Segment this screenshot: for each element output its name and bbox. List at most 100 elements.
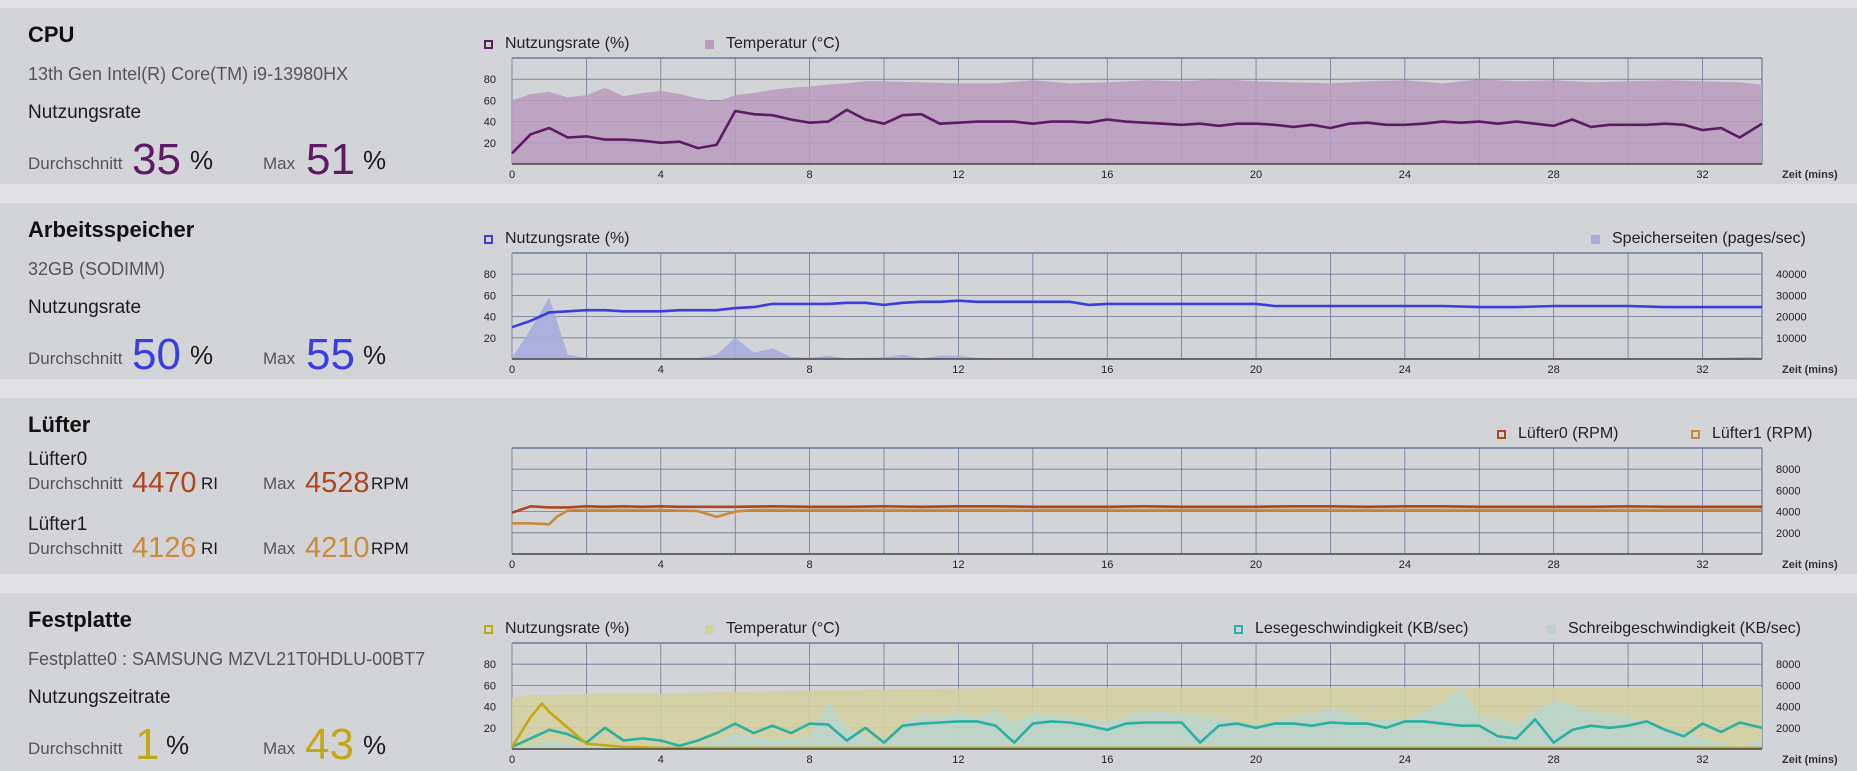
disk-model: Festplatte0 : SAMSUNG MZVL21T0HDLU-00BT7 (28, 649, 426, 669)
fan-xtick-label: 32 (1696, 559, 1708, 571)
cpu-ytick-left-label: 60 (484, 95, 496, 107)
cpu-legend-temp[interactable]: Temperatur (°C) (705, 34, 840, 54)
fan0-max-unit: RPM (371, 474, 409, 493)
cpu-model: 13th Gen Intel(R) Core(TM) i9-13980HX (28, 64, 349, 84)
memory-xtick-label: 8 (807, 364, 813, 376)
memory-legend-pages-label: Speicherseiten (pages/sec) (1612, 230, 1806, 247)
fan-xtick-label: 28 (1548, 559, 1560, 571)
disk-ytick-right-label: 6000 (1776, 680, 1800, 692)
cpu-avg-value: 35 (132, 135, 181, 184)
cpu-xtick-label: 0 (509, 169, 515, 181)
disk-xtick-label: 4 (658, 754, 664, 766)
memory-legend-usage-label: Nutzungsrate (%) (505, 230, 630, 247)
cpu-metric-label: Nutzungsrate (28, 102, 142, 123)
disk-chart: 0 4 8 12 16 20 24 28 32 Zeit (mins) 20 40 60 80 2000 40… (484, 642, 1838, 766)
memory-xtick-label: 4 (658, 364, 664, 376)
memory-legend-pages[interactable]: Speicherseiten (pages/sec) (1591, 229, 1806, 249)
cpu-series-1-line (511, 108, 1763, 155)
disk-metric-label: Nutzungszeitrate (28, 687, 171, 708)
disk-ytick-left-label: 40 (484, 702, 496, 714)
fan0-avg-label: Durchschnitt (28, 474, 123, 493)
disk-legend-usage-swatch (484, 624, 493, 634)
cpu-title: CPU (28, 22, 75, 47)
fan-legend-fan0[interactable]: Lüfter0 (RPM) (1497, 424, 1618, 444)
fan1-max-label: Max (263, 539, 296, 558)
fan-info: Lüfter Lüfter0 Durchschnitt 4470 RI Max … (28, 398, 468, 574)
disk-legend-write-swatch (1547, 624, 1556, 634)
fan-xtick-label: 12 (952, 559, 964, 571)
memory-panel: Arbeitsspeicher 32GB (SODIMM) Nutzungsra… (0, 203, 1857, 379)
fan-xtick-label: 20 (1250, 559, 1262, 571)
memory-max-value: 55 (306, 330, 355, 379)
cpu-legend-usage[interactable]: Nutzungsrate (%) (484, 34, 630, 54)
memory-avg-unit: % (190, 340, 214, 370)
disk-stats: Durchschnitt 1 % Max 43 % (28, 719, 468, 769)
cpu-xtick-label: 16 (1101, 169, 1113, 181)
memory-series-1-line (511, 299, 1762, 329)
fan-legend-fan1[interactable]: Lüfter1 (RPM) (1691, 424, 1812, 444)
disk-legend-read-label: Lesegeschwindigkeit (KB/sec) (1255, 620, 1469, 637)
fan-ytick-right-label: 4000 (1776, 507, 1800, 519)
memory-ytick-right-label: 10000 (1776, 333, 1807, 345)
memory-avg-value: 50 (132, 330, 181, 379)
fan1-name: Lüfter1 (28, 514, 88, 535)
fan-ytick-right-label: 2000 (1776, 528, 1800, 540)
memory-xtick-label: 12 (952, 364, 964, 376)
disk-ytick-left-label: 60 (484, 680, 496, 692)
memory-xtick-label: 16 (1101, 364, 1113, 376)
memory-legend-pages-swatch (1591, 234, 1600, 244)
disk-xtick-label: 0 (509, 754, 515, 766)
cpu-avg-unit: % (190, 145, 214, 175)
fan-series-0-line (512, 508, 1762, 526)
fan1-max-value: 4210 (305, 532, 370, 564)
disk-legend-read[interactable]: Lesegeschwindigkeit (KB/sec) (1234, 619, 1468, 639)
cpu-ytick-left-label: 80 (484, 74, 496, 86)
fan-legend-fan0-swatch (1497, 429, 1506, 439)
fan-xtick-label: 16 (1101, 559, 1113, 571)
cpu-avg-label: Durchschnitt (28, 154, 123, 173)
disk-legend-usage[interactable]: Nutzungsrate (%) (484, 619, 630, 639)
disk-legend-temp[interactable]: Temperatur (°C) (705, 619, 840, 639)
disk-max-label: Max (263, 739, 296, 758)
disk-xaxis-title: Zeit (mins) (1782, 754, 1838, 766)
disk-xtick-label: 8 (807, 754, 813, 766)
fan1-avg-label: Durchschnitt (28, 539, 123, 558)
fan-xtick-label: 24 (1399, 559, 1411, 571)
disk-ytick-left-label: 80 (484, 659, 496, 671)
disk-max-unit: % (363, 730, 387, 760)
memory-avg-label: Durchschnitt (28, 349, 123, 368)
memory-ytick-left-label: 60 (484, 290, 496, 302)
fan-xtick-label: 4 (658, 559, 664, 571)
memory-xtick-label: 32 (1696, 364, 1708, 376)
fan-series-1-line (511, 505, 1762, 514)
disk-xtick-label: 12 (952, 754, 964, 766)
memory-xtick-label: 0 (509, 364, 515, 376)
cpu-legend-usage-swatch (484, 39, 493, 49)
cpu-max-value: 51 (306, 135, 355, 184)
memory-model: 32GB (SODIMM) (28, 259, 166, 279)
memory-legend-usage[interactable]: Nutzungsrate (%) (484, 229, 630, 249)
fan0-avg-value: 4470 (132, 467, 197, 499)
disk-xtick-label: 24 (1399, 754, 1411, 766)
disk-legend-temp-swatch (705, 624, 714, 634)
disk-avg-value: 1 (135, 720, 160, 769)
memory-xtick-label: 24 (1399, 364, 1411, 376)
disk-title: Festplatte (28, 607, 132, 632)
memory-info: Arbeitsspeicher 32GB (SODIMM) Nutzungsra… (28, 203, 468, 379)
disk-series-3-line (510, 702, 1762, 750)
disk-legend-write[interactable]: Schreibgeschwindigkeit (KB/sec) (1547, 619, 1801, 639)
memory-xaxis-title: Zeit (mins) (1782, 364, 1838, 376)
disk-ytick-right-label: 2000 (1776, 723, 1800, 735)
memory-metric-label: Nutzungsrate (28, 297, 142, 318)
fan-legend-fan1-swatch (1691, 429, 1700, 439)
fan1-stats: Durchschnitt 4126 RI Max 4210 RPM (28, 531, 468, 565)
fan-xaxis-title: Zeit (mins) (1782, 559, 1838, 571)
disk-avg-label: Durchschnitt (28, 739, 123, 758)
disk-avg-unit: % (166, 730, 190, 760)
fan-ytick-right-label: 6000 (1776, 485, 1800, 497)
fan-xtick-label: 8 (807, 559, 813, 571)
cpu-xtick-label: 12 (952, 169, 964, 181)
fan-panel: Lüfter Lüfter0 Durchschnitt 4470 RI Max … (0, 398, 1857, 574)
cpu-xtick-label: 4 (658, 169, 664, 181)
cpu-max-label: Max (263, 154, 296, 173)
